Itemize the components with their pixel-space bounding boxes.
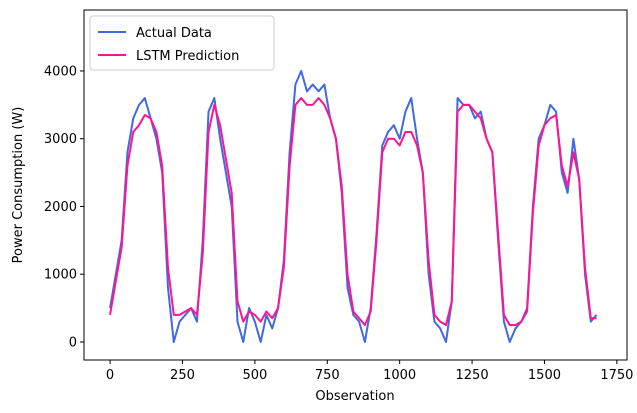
y-tick-label: 2000 xyxy=(44,200,77,215)
y-axis-label: Power Consumption (W) xyxy=(11,107,26,264)
x-tick-label: 1500 xyxy=(528,368,561,383)
y-tick-label: 1000 xyxy=(44,268,77,283)
x-tick-label: 750 xyxy=(315,368,340,383)
y-tick-label: 3000 xyxy=(44,132,77,147)
x-tick-label: 1000 xyxy=(383,368,416,383)
y-tick-label: 0 xyxy=(69,335,77,350)
x-tick-label: 1250 xyxy=(456,368,489,383)
x-tick-label: 0 xyxy=(106,368,114,383)
plot-frame xyxy=(83,9,628,361)
legend-box xyxy=(89,15,275,71)
x-axis-label: Observation xyxy=(315,389,394,404)
y-tick-label: 4000 xyxy=(44,64,77,79)
series-line xyxy=(109,97,597,327)
x-tick-label: 1750 xyxy=(600,368,633,383)
legend-label: Actual Data xyxy=(136,26,212,41)
x-tick-label: 500 xyxy=(242,368,267,383)
series-line xyxy=(109,69,598,343)
x-tick-label: 250 xyxy=(170,368,195,383)
legend-label: LSTM Prediction xyxy=(136,49,239,64)
